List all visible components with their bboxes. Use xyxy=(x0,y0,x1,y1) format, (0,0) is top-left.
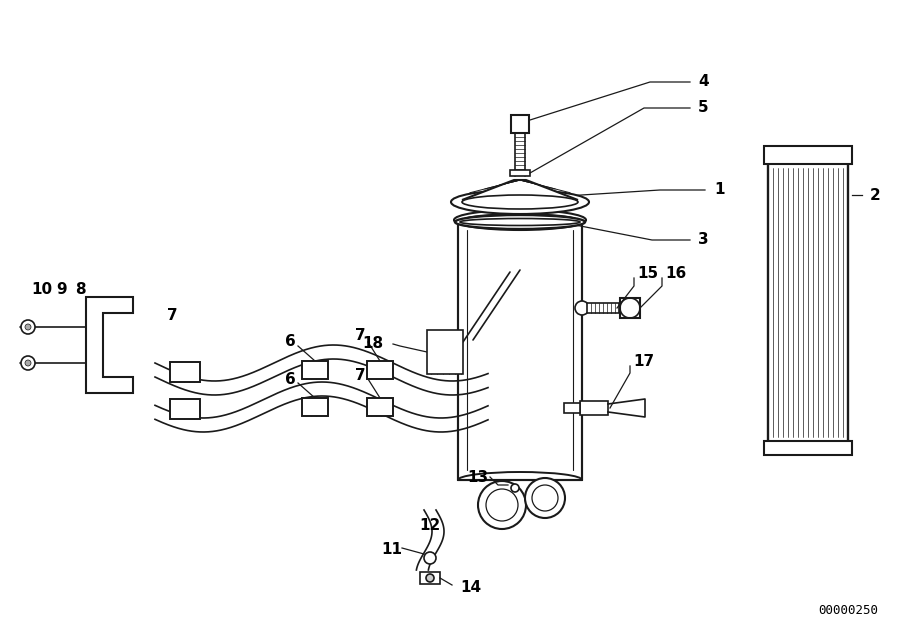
Bar xyxy=(458,220,582,480)
Text: 7: 7 xyxy=(355,368,365,382)
Text: 12: 12 xyxy=(419,518,441,533)
Polygon shape xyxy=(462,180,578,200)
Ellipse shape xyxy=(451,190,589,214)
Text: 9: 9 xyxy=(57,281,68,297)
Bar xyxy=(764,146,852,164)
Text: 00000250: 00000250 xyxy=(818,603,878,617)
Circle shape xyxy=(21,320,35,334)
Bar xyxy=(510,170,530,176)
Bar xyxy=(764,441,852,455)
Bar xyxy=(427,330,463,374)
Ellipse shape xyxy=(455,215,585,229)
Circle shape xyxy=(525,478,565,518)
Text: 3: 3 xyxy=(698,232,708,248)
Text: 18: 18 xyxy=(362,337,383,352)
Text: 7: 7 xyxy=(355,328,365,344)
Circle shape xyxy=(575,301,589,315)
Bar xyxy=(170,399,200,419)
Text: 1: 1 xyxy=(714,182,724,197)
Bar xyxy=(302,398,328,416)
Text: 16: 16 xyxy=(665,267,686,281)
Bar xyxy=(420,572,440,584)
Circle shape xyxy=(25,360,31,366)
Polygon shape xyxy=(86,297,133,393)
Text: 6: 6 xyxy=(284,335,295,349)
Circle shape xyxy=(25,324,31,330)
Text: 7: 7 xyxy=(166,307,177,323)
Bar xyxy=(768,160,848,445)
Bar xyxy=(587,303,619,313)
Text: 17: 17 xyxy=(633,354,654,370)
Bar xyxy=(580,401,608,415)
Bar xyxy=(170,362,200,382)
Bar xyxy=(564,403,580,413)
Circle shape xyxy=(511,484,519,492)
Text: 2: 2 xyxy=(870,187,881,203)
Text: 11: 11 xyxy=(382,542,402,558)
Text: 15: 15 xyxy=(637,267,658,281)
Bar xyxy=(367,361,393,379)
Text: 10: 10 xyxy=(32,281,52,297)
Text: 5: 5 xyxy=(698,100,708,116)
Bar xyxy=(620,298,640,318)
Text: 13: 13 xyxy=(467,471,489,486)
Text: 8: 8 xyxy=(75,281,86,297)
Circle shape xyxy=(21,356,35,370)
Circle shape xyxy=(426,574,434,582)
Text: 14: 14 xyxy=(460,580,482,596)
Circle shape xyxy=(424,552,436,564)
Text: 6: 6 xyxy=(284,371,295,387)
Ellipse shape xyxy=(454,210,586,230)
Bar xyxy=(302,361,328,379)
Text: 4: 4 xyxy=(698,74,708,90)
Bar xyxy=(511,115,529,133)
Circle shape xyxy=(478,481,526,529)
Bar xyxy=(367,398,393,416)
